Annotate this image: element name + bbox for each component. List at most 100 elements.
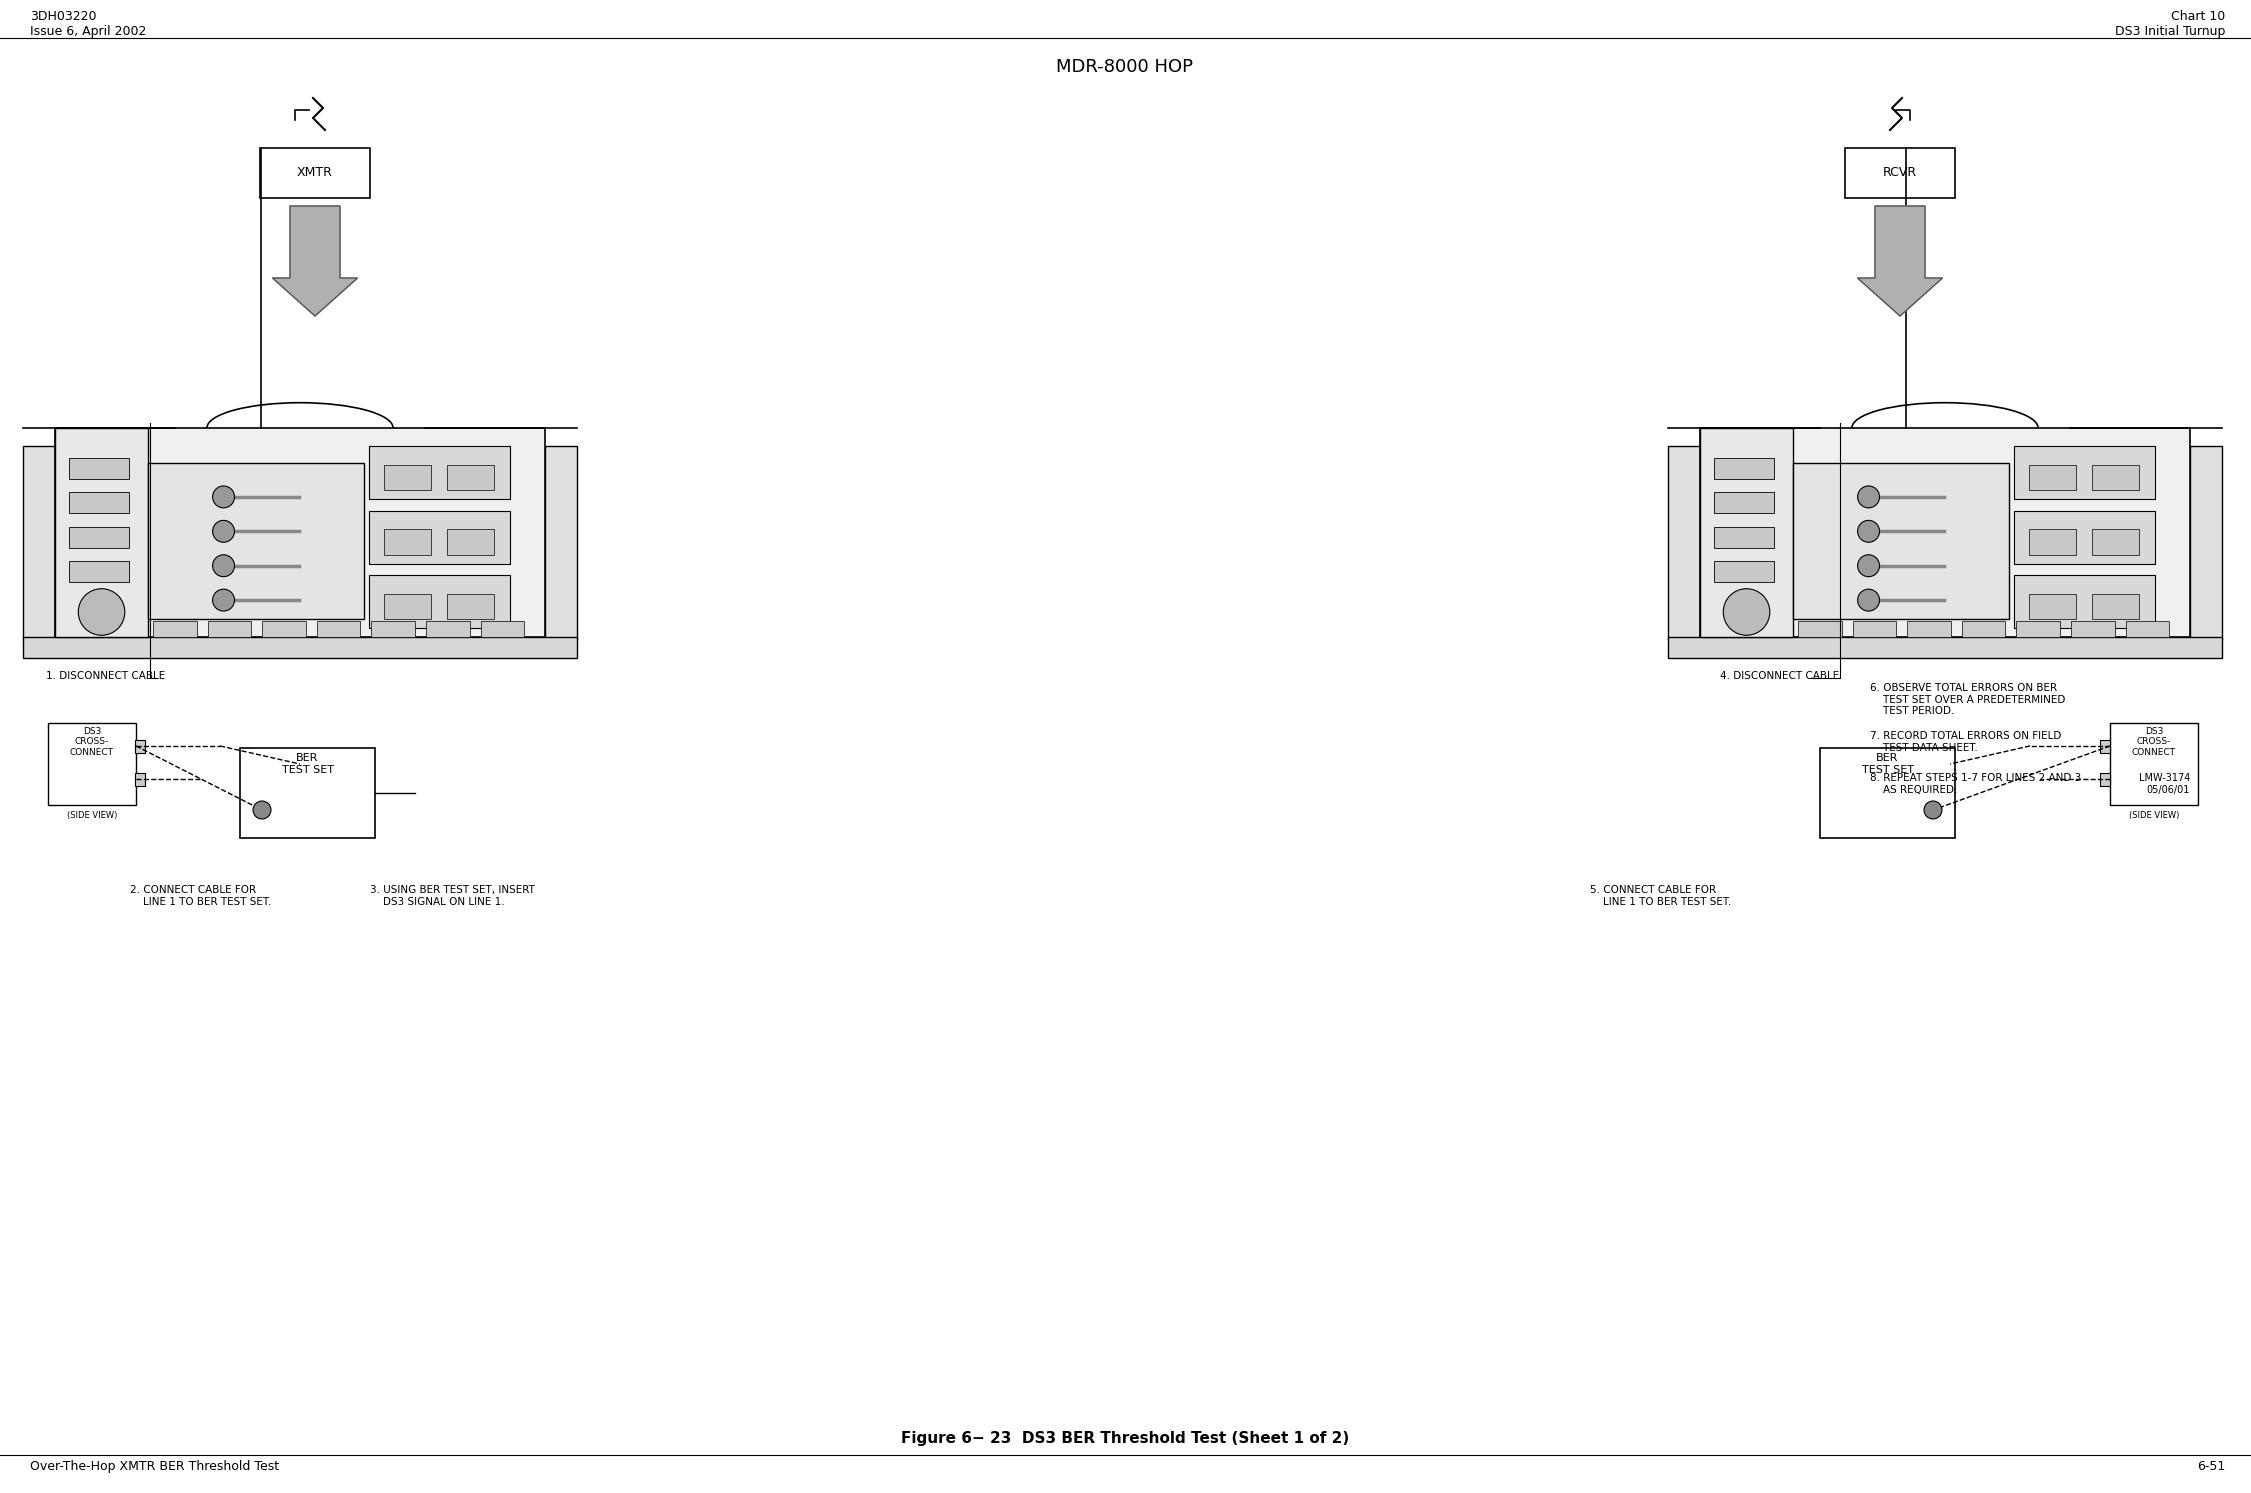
Bar: [70, 561, 131, 582]
Bar: [1700, 428, 1794, 638]
Bar: [70, 527, 131, 548]
Text: LMW-3174
05/06/01: LMW-3174 05/06/01: [2138, 773, 2190, 794]
Bar: [2100, 773, 2109, 785]
Bar: [1794, 463, 2008, 620]
Bar: [2100, 741, 2109, 752]
Bar: [241, 748, 376, 838]
Bar: [261, 621, 306, 638]
Bar: [1713, 561, 1774, 582]
Bar: [54, 428, 545, 638]
Text: DS3
CROSS-
CONNECT: DS3 CROSS- CONNECT: [70, 727, 115, 757]
Bar: [54, 428, 149, 638]
Text: 1. DISCONNECT CABLE: 1. DISCONNECT CABLE: [45, 670, 164, 681]
Bar: [70, 458, 131, 479]
Text: DS3 Initial Turnup: DS3 Initial Turnup: [2114, 25, 2224, 37]
Text: 6. OBSERVE TOTAL ERRORS ON BER
    TEST SET OVER A PREDETERMINED
    TEST PERIOD: 6. OBSERVE TOTAL ERRORS ON BER TEST SET …: [1871, 682, 2066, 717]
Bar: [2125, 621, 2170, 638]
Bar: [1963, 621, 2006, 638]
Text: Figure 6− 23  DS3 BER Threshold Test (Sheet 1 of 2): Figure 6− 23 DS3 BER Threshold Test (She…: [900, 1430, 1348, 1447]
Circle shape: [1857, 521, 1880, 542]
Bar: [385, 594, 432, 620]
Circle shape: [79, 588, 124, 636]
Bar: [1853, 621, 1895, 638]
Text: 3. USING BER TEST SET, INSERT
    DS3 SIGNAL ON LINE 1.: 3. USING BER TEST SET, INSERT DS3 SIGNAL…: [369, 885, 536, 906]
Bar: [2017, 621, 2060, 638]
Bar: [1668, 446, 1700, 639]
Text: 4. DISCONNECT CABLE: 4. DISCONNECT CABLE: [1720, 670, 1839, 681]
Bar: [2091, 594, 2138, 620]
Bar: [1713, 493, 1774, 514]
Bar: [385, 464, 432, 490]
Bar: [1713, 458, 1774, 479]
Bar: [1668, 638, 2222, 658]
Bar: [2071, 621, 2114, 638]
Bar: [448, 464, 493, 490]
Bar: [2030, 594, 2075, 620]
Text: 8. REPEAT STEPS 1-7 FOR LINES 2 AND 3
    AS REQUIRED.: 8. REPEAT STEPS 1-7 FOR LINES 2 AND 3 AS…: [1871, 773, 2082, 794]
Text: MDR-8000 HOP: MDR-8000 HOP: [1056, 58, 1193, 76]
Bar: [207, 621, 252, 638]
Circle shape: [1925, 802, 1943, 820]
Bar: [371, 621, 414, 638]
Text: 6-51: 6-51: [2197, 1460, 2224, 1474]
FancyArrow shape: [272, 206, 358, 317]
Text: 7. RECORD TOTAL ERRORS ON FIELD
    TEST DATA SHEET.: 7. RECORD TOTAL ERRORS ON FIELD TEST DAT…: [1871, 732, 2062, 752]
Circle shape: [1857, 590, 1880, 611]
FancyArrow shape: [1857, 206, 1943, 317]
Bar: [2190, 446, 2222, 639]
Bar: [425, 621, 470, 638]
Text: DS3
CROSS-
CONNECT: DS3 CROSS- CONNECT: [2132, 727, 2177, 757]
Bar: [448, 594, 493, 620]
Circle shape: [212, 521, 234, 542]
Bar: [1799, 621, 1841, 638]
Bar: [545, 446, 576, 639]
Text: Over-The-Hop XMTR BER Threshold Test: Over-The-Hop XMTR BER Threshold Test: [29, 1460, 279, 1474]
Bar: [2015, 511, 2154, 564]
Bar: [261, 148, 369, 199]
Bar: [23, 446, 54, 639]
Bar: [1846, 148, 1956, 199]
Text: XMTR: XMTR: [297, 167, 333, 179]
Text: 5. CONNECT CABLE FOR
    LINE 1 TO BER TEST SET.: 5. CONNECT CABLE FOR LINE 1 TO BER TEST …: [1589, 885, 1731, 906]
Bar: [2030, 464, 2075, 490]
Bar: [369, 446, 509, 499]
Circle shape: [252, 802, 270, 820]
Bar: [2030, 529, 2075, 554]
Text: Issue 6, April 2002: Issue 6, April 2002: [29, 25, 146, 37]
Circle shape: [1857, 485, 1880, 508]
Bar: [153, 621, 196, 638]
Text: BER
TEST SET: BER TEST SET: [281, 752, 333, 775]
Bar: [1713, 527, 1774, 548]
Bar: [1907, 621, 1952, 638]
Bar: [2109, 723, 2197, 805]
Bar: [47, 723, 135, 805]
Bar: [23, 638, 576, 658]
Circle shape: [212, 555, 234, 576]
Circle shape: [212, 485, 234, 508]
Bar: [2091, 464, 2138, 490]
Bar: [135, 741, 144, 752]
Text: (SIDE VIEW): (SIDE VIEW): [68, 811, 117, 820]
Text: (SIDE VIEW): (SIDE VIEW): [2129, 811, 2179, 820]
Text: BER
TEST SET: BER TEST SET: [1862, 752, 1913, 775]
Bar: [317, 621, 360, 638]
Bar: [369, 511, 509, 564]
Bar: [149, 463, 365, 620]
Bar: [385, 529, 432, 554]
Text: Chart 10: Chart 10: [2170, 10, 2224, 22]
Text: 2. CONNECT CABLE FOR
    LINE 1 TO BER TEST SET.: 2. CONNECT CABLE FOR LINE 1 TO BER TEST …: [131, 885, 272, 906]
Bar: [1700, 428, 2190, 638]
Text: 3DH03220: 3DH03220: [29, 10, 97, 22]
Bar: [448, 529, 493, 554]
Bar: [2091, 529, 2138, 554]
Bar: [1821, 748, 1956, 838]
Bar: [135, 773, 144, 785]
Bar: [2015, 446, 2154, 499]
Bar: [2015, 575, 2154, 629]
Bar: [369, 575, 509, 629]
Circle shape: [1724, 588, 1769, 636]
Bar: [482, 621, 524, 638]
Circle shape: [212, 590, 234, 611]
Bar: [70, 493, 131, 514]
Circle shape: [1857, 555, 1880, 576]
